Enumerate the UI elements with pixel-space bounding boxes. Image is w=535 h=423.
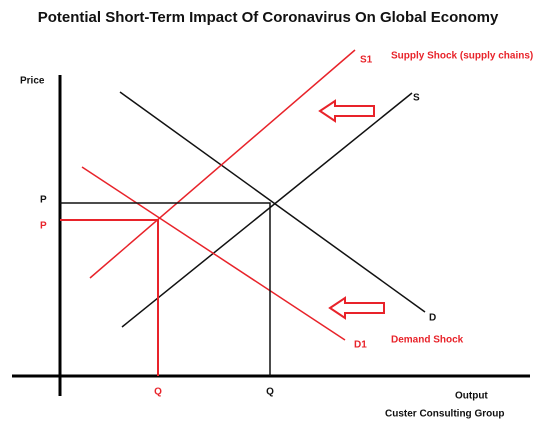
demand-shock-label: Demand Shock xyxy=(391,335,464,346)
supply-shock-label: Supply Shock (supply chains) xyxy=(391,51,533,62)
title: Potential Short-Term Impact Of Coronavir… xyxy=(38,9,499,26)
demand-shift-arrow xyxy=(328,296,385,320)
equilibrium-lines xyxy=(60,202,271,376)
supply-shifted-curve xyxy=(89,49,356,279)
supply-label: S xyxy=(413,93,420,104)
y-axis-label: Price xyxy=(20,76,45,87)
quantity-label: Q xyxy=(266,387,274,398)
footer: Custer Consulting Group xyxy=(385,409,504,420)
supply-shift-arrow xyxy=(318,99,375,123)
new-price-label: P xyxy=(40,221,47,232)
demand-shifted-label: D1 xyxy=(354,340,367,351)
demand-shifted-curve xyxy=(81,166,346,341)
demand-label: D xyxy=(429,313,436,324)
demand-curve xyxy=(119,91,426,313)
supply-curve xyxy=(121,92,413,328)
supply-shifted-label: S1 xyxy=(360,55,373,66)
x-axis-label: Output xyxy=(455,391,488,402)
new-equilibrium-lines xyxy=(60,219,159,376)
price-label: P xyxy=(40,195,47,206)
new-quantity-label: Q xyxy=(154,387,162,398)
